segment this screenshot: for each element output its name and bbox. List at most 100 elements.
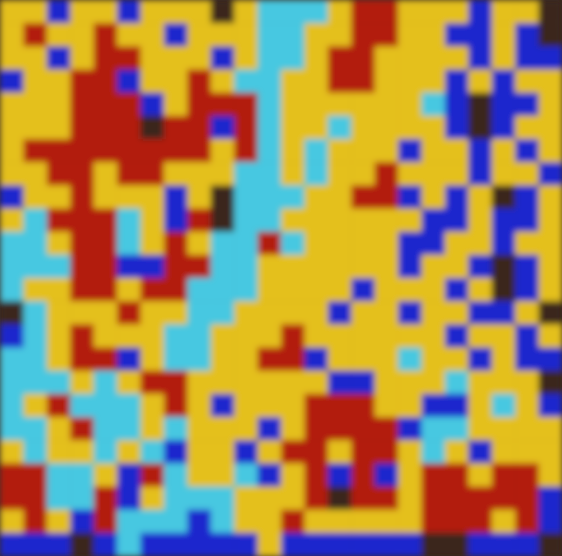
heat-cell (539, 463, 562, 487)
heat-cell (281, 417, 305, 441)
heat-cell (47, 510, 71, 534)
heat-cell (492, 139, 516, 163)
heat-cell (0, 301, 24, 325)
heat-cell (164, 93, 188, 117)
heat-cell (211, 232, 235, 256)
heat-cell (141, 463, 165, 487)
heat-cell (468, 162, 492, 186)
heat-cell (187, 417, 211, 441)
heat-cell (351, 0, 375, 24)
heat-cell (328, 139, 352, 163)
heat-cell (164, 487, 188, 511)
heat-cell (94, 93, 118, 117)
heat-cell (0, 510, 24, 534)
heat-cell (539, 23, 562, 47)
heat-cell (539, 348, 562, 372)
heat-cell (515, 116, 539, 140)
heat-cell (539, 278, 562, 302)
heat-cell (515, 278, 539, 302)
heat-cell (398, 93, 422, 117)
heat-cell (23, 510, 47, 534)
heat-cell (539, 510, 562, 534)
heat-cell (47, 301, 71, 325)
heat-cell (70, 23, 94, 47)
heat-cell (164, 278, 188, 302)
heat-cell (70, 232, 94, 256)
heat-cell (47, 348, 71, 372)
heat-cell (539, 232, 562, 256)
heat-cell (141, 209, 165, 233)
heat-cell (445, 232, 469, 256)
heat-cell (328, 46, 352, 70)
heat-cell (234, 93, 258, 117)
heat-cell (141, 440, 165, 464)
heat-cell (422, 162, 446, 186)
heat-cell (211, 162, 235, 186)
heat-cell (422, 209, 446, 233)
heat-cell (211, 139, 235, 163)
heat-cell (164, 139, 188, 163)
heat-cell (70, 533, 94, 556)
heat-cell (47, 394, 71, 418)
heat-cell (47, 324, 71, 348)
heat-cell (398, 278, 422, 302)
heat-cell (422, 116, 446, 140)
heat-cell (258, 0, 282, 24)
heat-cell (94, 209, 118, 233)
heat-cell (23, 301, 47, 325)
heat-cell (492, 463, 516, 487)
heat-cell (492, 46, 516, 70)
heat-cell (445, 301, 469, 325)
heat-cell (304, 417, 328, 441)
heat-cell (117, 162, 141, 186)
heat-cell (258, 348, 282, 372)
heat-cell (398, 533, 422, 556)
heat-cell (351, 394, 375, 418)
heat-cell (328, 487, 352, 511)
heat-cell (94, 46, 118, 70)
heat-cell (422, 463, 446, 487)
heat-cell (492, 116, 516, 140)
heat-cell (445, 93, 469, 117)
heat-cell (70, 487, 94, 511)
heat-cell (23, 533, 47, 556)
heat-cell (304, 463, 328, 487)
heat-cell (445, 394, 469, 418)
heat-cell (281, 510, 305, 534)
heat-cell (187, 487, 211, 511)
heat-cell (351, 162, 375, 186)
heat-cell (468, 348, 492, 372)
heat-cell (117, 324, 141, 348)
heat-cell (281, 0, 305, 24)
heat-cell (445, 278, 469, 302)
heat-cell (258, 185, 282, 209)
heat-cell (351, 348, 375, 372)
heat-cell (211, 417, 235, 441)
heat-cell (281, 324, 305, 348)
heat-cell (211, 185, 235, 209)
heat-cell (398, 116, 422, 140)
heat-cell (23, 162, 47, 186)
heat-cell (422, 46, 446, 70)
heat-cell (375, 394, 399, 418)
heat-cell (328, 301, 352, 325)
heat-cell (187, 70, 211, 94)
heat-cell (23, 255, 47, 279)
heat-cell (445, 255, 469, 279)
heat-cell (492, 371, 516, 395)
heat-cell (492, 301, 516, 325)
heat-cell (234, 440, 258, 464)
heat-cell (375, 510, 399, 534)
heat-cell (304, 348, 328, 372)
heat-cell (47, 185, 71, 209)
heat-cell (94, 371, 118, 395)
heat-cell (515, 510, 539, 534)
heat-cell (234, 510, 258, 534)
heat-cell (117, 417, 141, 441)
heat-cell (422, 533, 446, 556)
heat-cell (234, 255, 258, 279)
heat-cell (328, 417, 352, 441)
heat-cell (351, 510, 375, 534)
heat-cell (0, 162, 24, 186)
heat-cell (234, 278, 258, 302)
